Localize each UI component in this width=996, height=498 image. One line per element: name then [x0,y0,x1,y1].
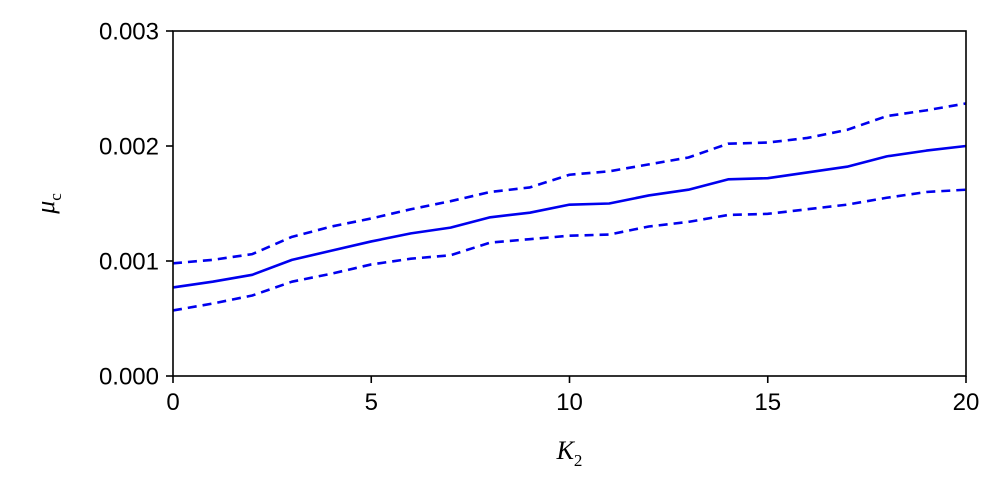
y-tick-label: 0.002 [99,134,159,161]
y-axis-title-main: μ [31,201,60,215]
y-tick-label: 0.000 [99,364,159,391]
y-tick-label: 0.001 [99,249,159,276]
x-axis-title-subscript: 2 [574,451,583,470]
x-tick-label: 10 [556,389,583,416]
x-axis-title: K2 [556,436,583,470]
x-axis: 0 5 10 15 20 [166,376,979,416]
dashed-series-line-1 [172,102,967,265]
x-tick-label: 0 [166,389,179,416]
x-tick-label: 20 [953,389,980,416]
solid-series-line-0 [172,144,967,289]
x-tick-label: 5 [365,389,378,416]
y-tick-label: 0.003 [99,19,159,46]
x-tick-label: 15 [754,389,781,416]
y-axis: 0.000 0.001 0.002 0.003 [99,19,173,391]
x-axis-title-main: K [556,436,576,465]
dashed-series-line-2 [172,188,967,312]
series-layer [172,102,967,312]
y-axis-title: μc [31,193,65,215]
y-axis-title-subscript: c [46,193,65,201]
